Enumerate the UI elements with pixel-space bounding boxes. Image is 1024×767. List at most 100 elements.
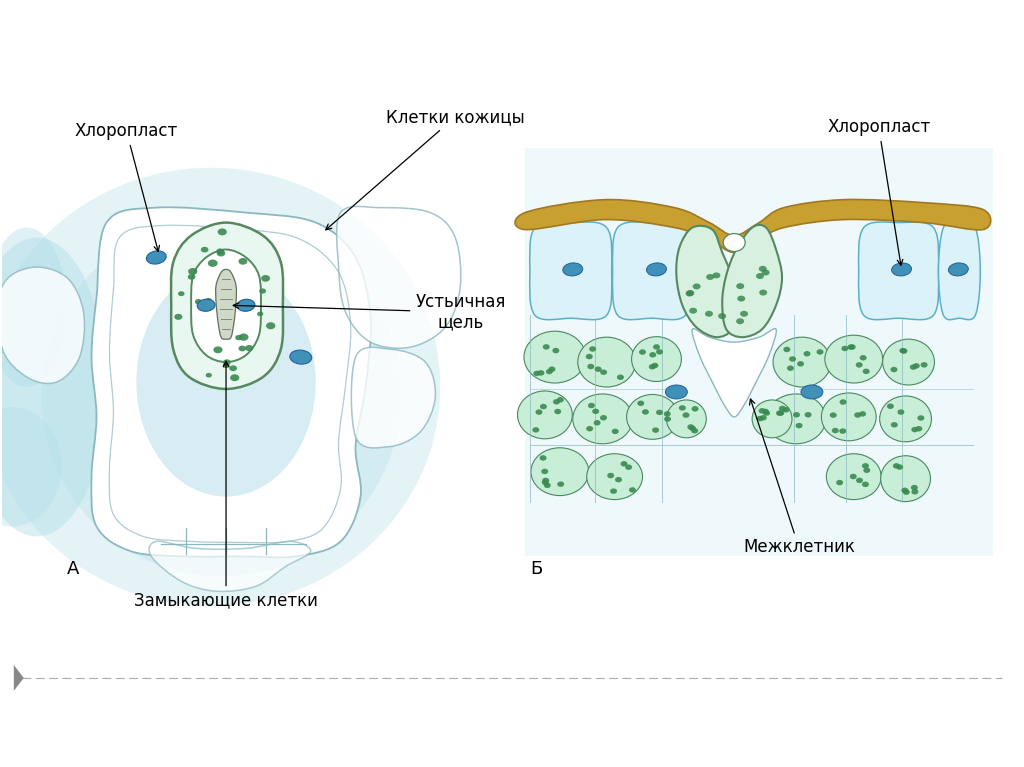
Ellipse shape (552, 347, 559, 354)
Ellipse shape (563, 263, 583, 276)
Ellipse shape (691, 428, 698, 433)
Polygon shape (13, 665, 24, 691)
Ellipse shape (238, 301, 246, 308)
Ellipse shape (257, 311, 263, 316)
Ellipse shape (918, 415, 925, 421)
PathPatch shape (171, 222, 283, 389)
Ellipse shape (759, 266, 767, 272)
Ellipse shape (0, 228, 67, 387)
Ellipse shape (756, 273, 764, 279)
Ellipse shape (544, 482, 551, 488)
Ellipse shape (239, 258, 248, 265)
Ellipse shape (195, 299, 203, 304)
Ellipse shape (840, 400, 847, 405)
Ellipse shape (805, 412, 812, 417)
Ellipse shape (646, 263, 667, 276)
Ellipse shape (592, 409, 599, 414)
Ellipse shape (860, 355, 866, 360)
Ellipse shape (686, 290, 694, 296)
Ellipse shape (236, 335, 243, 341)
Ellipse shape (915, 426, 923, 432)
Ellipse shape (543, 478, 549, 483)
Ellipse shape (542, 479, 549, 486)
Ellipse shape (549, 367, 555, 372)
Ellipse shape (683, 413, 689, 418)
Ellipse shape (713, 272, 721, 278)
Ellipse shape (679, 405, 686, 410)
Ellipse shape (188, 268, 198, 275)
Ellipse shape (862, 463, 869, 469)
Ellipse shape (782, 407, 790, 413)
Ellipse shape (842, 346, 848, 351)
Ellipse shape (42, 218, 400, 576)
Ellipse shape (763, 410, 770, 416)
PathPatch shape (150, 542, 310, 591)
Ellipse shape (762, 409, 769, 414)
Ellipse shape (223, 363, 229, 368)
Ellipse shape (239, 334, 249, 341)
Ellipse shape (595, 367, 602, 372)
Ellipse shape (826, 454, 882, 499)
Ellipse shape (776, 410, 783, 416)
Ellipse shape (707, 274, 714, 280)
Text: Устьичная
щель: Устьичная щель (233, 293, 506, 331)
Ellipse shape (786, 365, 794, 371)
Ellipse shape (831, 428, 839, 433)
Text: Межклетник: Межклетник (743, 399, 855, 556)
Text: Хлоропласт: Хлоропласт (827, 118, 930, 265)
Ellipse shape (217, 250, 225, 256)
Ellipse shape (856, 362, 862, 367)
Ellipse shape (205, 298, 212, 304)
Ellipse shape (666, 385, 687, 399)
Ellipse shape (616, 374, 624, 380)
Ellipse shape (0, 407, 61, 526)
Ellipse shape (586, 354, 593, 359)
Ellipse shape (542, 469, 548, 474)
Ellipse shape (578, 337, 636, 387)
Ellipse shape (766, 394, 826, 444)
Ellipse shape (201, 247, 209, 252)
Ellipse shape (759, 290, 767, 295)
Ellipse shape (538, 370, 545, 376)
Ellipse shape (259, 288, 266, 294)
Ellipse shape (689, 426, 696, 431)
Ellipse shape (208, 259, 218, 267)
PathPatch shape (191, 249, 261, 362)
Ellipse shape (237, 299, 255, 311)
Ellipse shape (854, 412, 861, 418)
Ellipse shape (532, 427, 540, 433)
Ellipse shape (759, 408, 766, 413)
Ellipse shape (546, 369, 553, 374)
Ellipse shape (740, 311, 748, 317)
Ellipse shape (921, 362, 928, 367)
Ellipse shape (880, 396, 932, 442)
PathPatch shape (612, 222, 690, 320)
Ellipse shape (757, 416, 764, 421)
Ellipse shape (642, 409, 649, 415)
Ellipse shape (290, 350, 311, 364)
Ellipse shape (639, 349, 646, 355)
Ellipse shape (801, 385, 823, 399)
Ellipse shape (736, 318, 744, 324)
Ellipse shape (847, 344, 854, 350)
Ellipse shape (689, 308, 697, 314)
Bar (525, 148, 993, 556)
Ellipse shape (553, 399, 560, 404)
Ellipse shape (517, 391, 572, 439)
PathPatch shape (692, 328, 776, 417)
Ellipse shape (863, 468, 870, 473)
PathPatch shape (216, 269, 237, 339)
Ellipse shape (804, 351, 810, 357)
Ellipse shape (587, 454, 642, 499)
Ellipse shape (760, 415, 767, 420)
PathPatch shape (722, 225, 782, 337)
Ellipse shape (665, 416, 671, 422)
Ellipse shape (790, 357, 796, 362)
Ellipse shape (524, 331, 586, 383)
Ellipse shape (198, 299, 215, 311)
Ellipse shape (859, 411, 866, 416)
Ellipse shape (862, 482, 869, 487)
Ellipse shape (136, 268, 315, 496)
Ellipse shape (910, 364, 916, 370)
Ellipse shape (600, 370, 607, 375)
